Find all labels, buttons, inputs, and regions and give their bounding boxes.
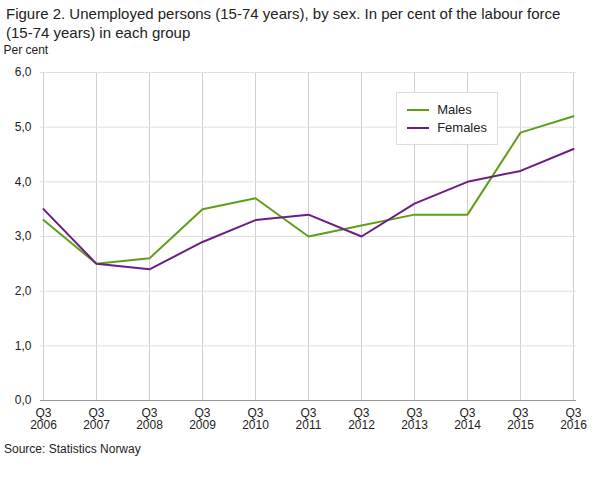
html-text:Source: Statistics Norway: Source: Statistics Norway <box>4 442 141 456</box>
svg-text:Q32006: Q32006 <box>30 406 57 432</box>
svg-text:Q32015: Q32015 <box>507 406 534 432</box>
svg-text:Q32013: Q32013 <box>401 406 428 432</box>
svg-text:1,0: 1,0 <box>15 339 32 353</box>
svg-text:Q32008: Q32008 <box>136 406 163 432</box>
svg-text:Q32014: Q32014 <box>454 406 481 432</box>
svg-text:3,0: 3,0 <box>15 229 32 243</box>
svg-text:Q32010: Q32010 <box>242 406 269 432</box>
svg-text:0,0: 0,0 <box>15 393 32 407</box>
svg-text:Q32009: Q32009 <box>189 406 216 432</box>
svg-text:5,0: 5,0 <box>15 120 32 134</box>
svg-text:Per cent: Per cent <box>4 43 49 57</box>
svg-text:6,0: 6,0 <box>15 65 32 79</box>
html-text:Males: Males <box>437 102 472 117</box>
svg-text:Q32016: Q32016 <box>560 406 587 432</box>
html-text:Figure 2. Unemployed persons (: Figure 2. Unemployed persons (15-74 year… <box>6 5 561 41</box>
html-text:Females: Females <box>437 120 487 135</box>
svg-text:Q32012: Q32012 <box>348 406 375 432</box>
svg-text:2,0: 2,0 <box>15 284 32 298</box>
svg-text:4,0: 4,0 <box>15 175 32 189</box>
svg-text:Q32007: Q32007 <box>83 406 110 432</box>
svg-text:Q32011: Q32011 <box>296 406 322 432</box>
